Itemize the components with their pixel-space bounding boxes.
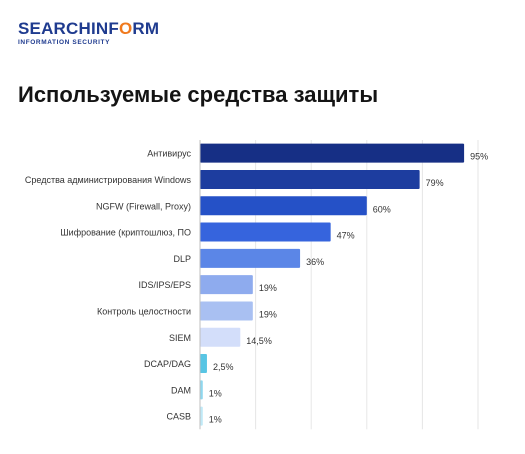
page-title: Используемые средства защиты: [18, 82, 379, 107]
value-label: 14,5%: [246, 336, 272, 346]
value-label: 79%: [426, 178, 444, 188]
bar: [200, 275, 253, 295]
category-label: IDS/IPS/EPS: [138, 280, 191, 290]
category-label: DLP: [173, 254, 191, 264]
category-label: SIEM: [169, 333, 191, 343]
value-label: 47%: [337, 231, 355, 241]
bar: [200, 354, 207, 374]
value-label: 19%: [259, 283, 277, 293]
bar: [200, 406, 203, 426]
bar: [200, 196, 367, 216]
logo-wordmark-part3: RM: [132, 19, 160, 38]
category-label: NGFW (Firewall, Proxy): [96, 201, 191, 211]
logo-wordmark-part1: SEARCHINF: [18, 19, 119, 38]
value-label: 1%: [209, 415, 222, 425]
bar: [200, 327, 241, 347]
bar: [200, 169, 420, 189]
bar: [200, 380, 203, 400]
logo-wordmark-part2: O: [118, 19, 133, 38]
category-label: Шифрование (криптошлюз, ПО: [60, 228, 191, 238]
category-label: Контроль целостности: [97, 306, 191, 316]
searchinform-logo: SEARCHINFORM INFORMATION SECURITY: [18, 20, 159, 47]
bar: [200, 222, 331, 242]
category-label: Средства администрирования Windows: [25, 175, 192, 185]
bar: [200, 143, 465, 163]
bar: [200, 301, 253, 321]
value-label: 36%: [306, 257, 324, 267]
category-label: CASB: [166, 412, 191, 422]
value-label: 2,5%: [213, 362, 234, 372]
value-label: 95%: [470, 152, 488, 162]
bar: [200, 248, 301, 268]
value-label: 1%: [209, 388, 222, 398]
bar-chart: Антивирус 95% Средства администрирования W…: [25, 140, 488, 430]
value-label: 19%: [259, 309, 277, 319]
category-label: DAM: [171, 385, 191, 395]
logo-subtitle: INFORMATION SECURITY: [18, 39, 111, 46]
value-label: 60%: [373, 204, 391, 214]
logo-wordmark: SEARCHINFORM: [18, 20, 159, 38]
category-label: Антивирус: [147, 149, 191, 159]
category-label: DCAP/DAG: [144, 359, 191, 369]
